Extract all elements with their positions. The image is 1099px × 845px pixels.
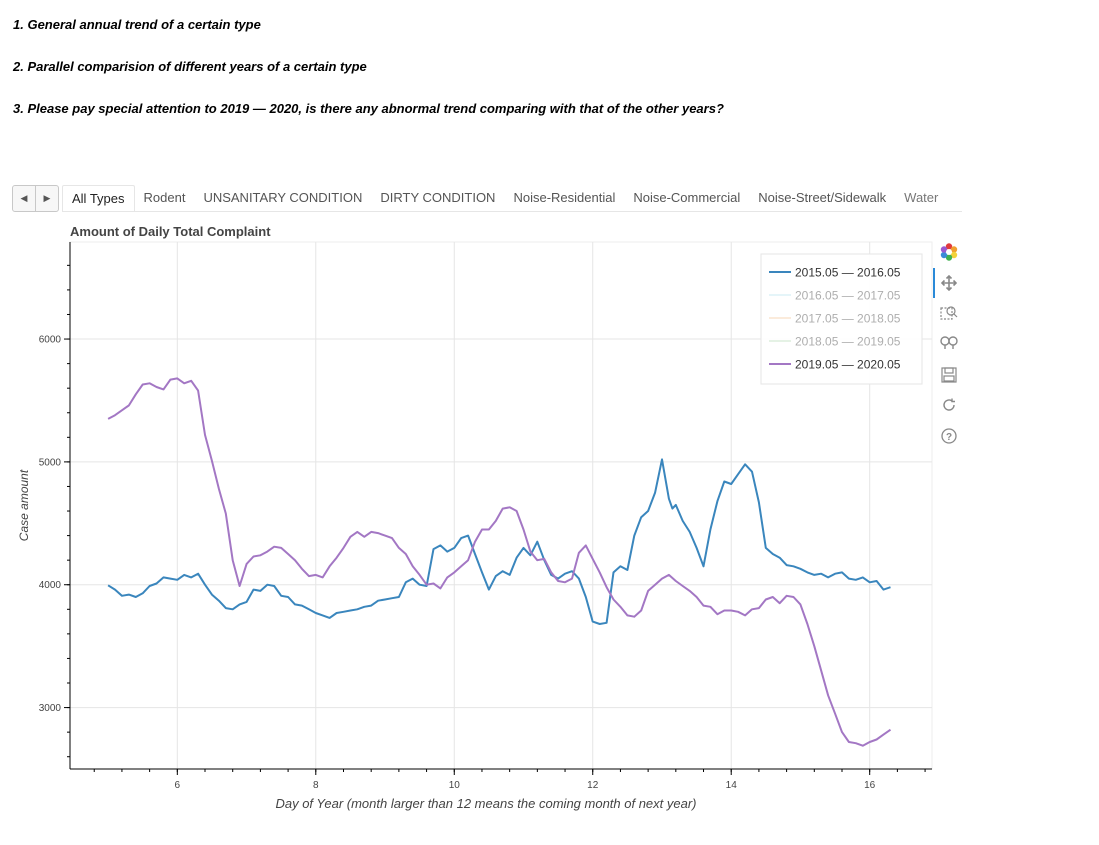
legend-item-3[interactable]: 2017.05 — 2018.05 (769, 312, 901, 326)
tab-rodent[interactable]: Rodent (143, 190, 186, 205)
tab-unsanitary-condition[interactable]: UNSANITARY CONDITION (203, 190, 363, 205)
y-tick-label: 3000 (39, 703, 62, 714)
x-tick-label: 12 (587, 780, 599, 791)
series-line-5 (107, 377, 892, 747)
help-icon[interactable]: ? (939, 426, 959, 446)
tab-all-types[interactable]: All Types (62, 185, 135, 211)
save-icon[interactable] (939, 365, 959, 385)
box-zoom-icon[interactable] (939, 303, 959, 323)
tab-scroll-left-icon[interactable]: ◀ (20, 193, 28, 203)
note-2: 2. Parallel comparision of different yea… (13, 59, 367, 74)
x-tick-label: 10 (449, 780, 461, 791)
tab-scroll-right-icon[interactable]: ▶ (35, 186, 58, 211)
tab-noise-residential[interactable]: Noise-Residential (513, 190, 616, 205)
legend-item-5[interactable]: 2019.05 — 2020.05 (769, 358, 901, 372)
chart-title: Amount of Daily Total Complaint (70, 224, 271, 239)
y-tick-label: 4000 (39, 580, 62, 591)
tab-list: All Types Rodent UNSANITARY CONDITION DI… (62, 185, 962, 212)
y-tick-label: 6000 (39, 335, 62, 346)
legend-label: 2015.05 — 2016.05 (795, 266, 901, 280)
series-line-1 (107, 458, 891, 625)
wheel-zoom-icon[interactable] (939, 332, 959, 352)
tab-bar: ◀ ▶ All Types Rodent UNSANITARY CONDITIO… (12, 185, 962, 212)
y-tick-label: 5000 (39, 457, 62, 468)
x-tick-label: 8 (313, 780, 319, 791)
legend-item-2[interactable]: 2016.05 — 2017.05 (769, 289, 901, 303)
tab-noise-commercial[interactable]: Noise-Commercial (633, 190, 741, 205)
legend-label: 2017.05 — 2018.05 (795, 312, 901, 326)
x-axis-label: Day of Year (month larger than 12 means … (275, 796, 696, 811)
y-axis-label: Case amount (17, 469, 31, 541)
reset-icon[interactable] (939, 395, 959, 415)
note-1: 1. General annual trend of a certain typ… (13, 17, 261, 32)
pan-icon[interactable] (939, 273, 959, 293)
tab-dirty-condition[interactable]: DIRTY CONDITION (380, 190, 496, 205)
tab-water[interactable]: Water (904, 190, 939, 205)
bokeh-logo-icon[interactable] (939, 242, 959, 262)
legend-box (760, 253, 923, 385)
legend-label: 2016.05 — 2017.05 (795, 289, 901, 303)
tab-noise-street-sidewalk[interactable]: Noise-Street/Sidewalk (758, 190, 887, 205)
legend-item-1[interactable]: 2015.05 — 2016.05 (769, 266, 901, 280)
legend: 2015.05 — 2016.05 2016.05 — 2017.05 2017.0… (760, 253, 923, 385)
x-tick-label: 6 (175, 780, 181, 791)
x-tick-label: 14 (726, 780, 738, 791)
active-tool-indicator (933, 268, 935, 298)
note-3: 3. Please pay special attention to 2019 … (13, 101, 724, 116)
x-tick-label: 16 (864, 780, 876, 791)
tab-scroll-controls: ◀ ▶ (12, 185, 59, 212)
legend-label: 2018.05 — 2019.05 (795, 335, 901, 349)
legend-item-4[interactable]: 2018.05 — 2019.05 (769, 335, 901, 349)
legend-label: 2019.05 — 2020.05 (795, 358, 901, 372)
svg-text:?: ? (946, 432, 952, 443)
